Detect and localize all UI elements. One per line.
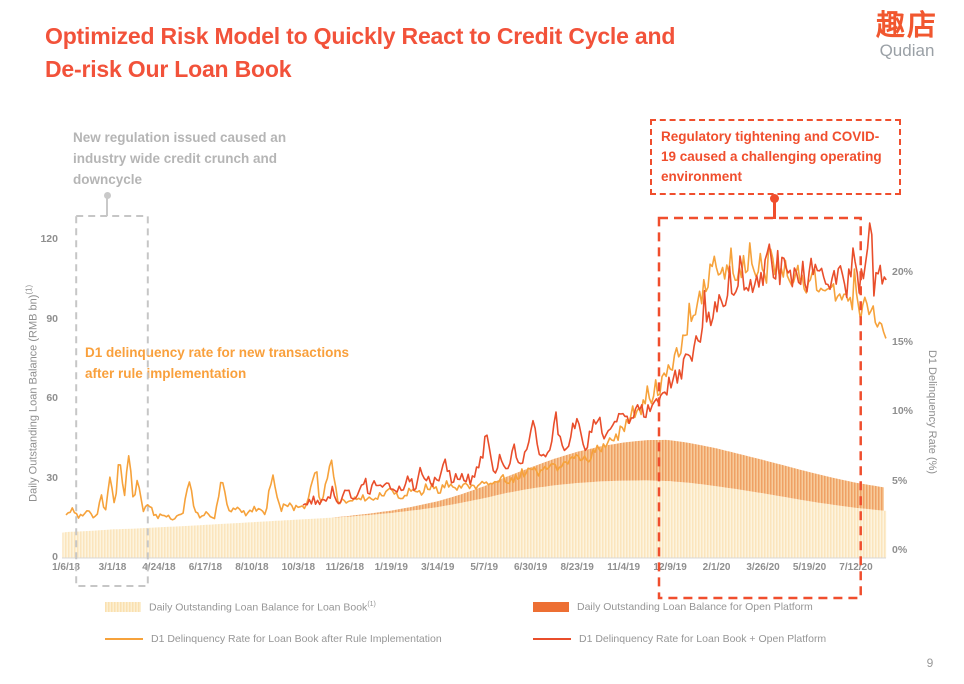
red-pin-stem [773, 201, 776, 219]
ytr-label: 20% [892, 266, 914, 278]
xt-label: 11/4/19 [607, 562, 641, 573]
gray-pin-icon [104, 192, 111, 199]
ytl-label: 0 [52, 551, 58, 563]
xt-label: 4/24/18 [142, 562, 176, 573]
xt-label: 3/1/18 [98, 562, 127, 573]
title-line-2: De-risk Our Loan Book [45, 56, 292, 82]
series-area-loan-book [62, 480, 887, 558]
legend-swatch-line-orange [105, 637, 143, 641]
xt-label: 10/3/18 [281, 562, 316, 573]
xt-label: 6/17/18 [188, 562, 223, 573]
ytl-label: 60 [46, 392, 58, 404]
legend-swatch-area-light [105, 602, 141, 612]
xt-label: 3/26/20 [746, 562, 780, 573]
legend-label: D1 Delinquency Rate for Loan Book + Open… [579, 633, 827, 645]
series-area-open-platform [330, 439, 884, 518]
annotation-covid-tightening: Regulatory tightening and COVID-19 cause… [650, 119, 901, 195]
ytr-label: 10% [892, 405, 914, 417]
legend-label: D1 Delinquency Rate for Loan Book after … [151, 633, 442, 645]
chart-plot [62, 215, 887, 600]
xt-label: 7/12/20 [839, 562, 873, 573]
xt-label: 1/6/18 [52, 562, 80, 573]
xt-label: 11/26/18 [325, 562, 364, 573]
series-line-d1-loan-book [65, 242, 887, 521]
xt-label: 12/9/19 [653, 562, 687, 573]
logo-latin-text: Qudian [879, 41, 935, 60]
xt-label: 8/23/19 [560, 562, 594, 573]
page-number: 9 [926, 656, 934, 670]
legend-label: Daily Outstanding Loan Balance for Loan … [149, 600, 376, 614]
gray-pin-stem [106, 198, 108, 216]
xt-label: 5/19/20 [792, 562, 827, 573]
annotation-regulation-crunch: New regulation issued caused an industry… [73, 130, 287, 187]
xt-label: 6/30/19 [514, 562, 548, 573]
xt-label: 5/7/19 [470, 562, 499, 573]
logo-cjk-text: 趣店 [875, 10, 938, 42]
red-dashed-box [657, 216, 862, 600]
xt-label: 3/14/19 [421, 562, 455, 573]
ytl-label: 120 [40, 233, 58, 245]
legend-swatch-line-red [533, 637, 571, 641]
legend-item-d1-combined: D1 Delinquency Rate for Loan Book + Open… [533, 632, 826, 646]
legend-swatch-area-dark [533, 602, 569, 612]
series-line-d1-combined [302, 222, 887, 506]
ytl-label: 90 [46, 312, 58, 325]
slide-title: Optimized Risk Model to Quickly React to… [45, 20, 825, 86]
ytr-label: 0% [892, 544, 908, 556]
legend-item-loan-book-balance: Daily Outstanding Loan Balance for Loan … [105, 600, 376, 614]
legend-label: Daily Outstanding Loan Balance for Open … [577, 601, 813, 613]
ytr-label: 5% [892, 474, 908, 487]
legend-item-d1-loan-book: D1 Delinquency Rate for Loan Book after … [105, 632, 442, 646]
ytl-label: 30 [46, 471, 58, 484]
xt-label: 2/1/20 [702, 562, 731, 573]
legend-item-open-platform-balance: Daily Outstanding Loan Balance for Open … [533, 600, 813, 614]
annotation-d1-new-transactions: D1 delinquency rate for new transactions… [85, 345, 350, 381]
xt-label: 1/19/19 [374, 562, 408, 573]
red-pin-icon [770, 194, 779, 203]
ytr-label: 15% [892, 335, 914, 348]
gray-dashed-box [75, 215, 149, 587]
xt-label: 8/10/18 [235, 562, 269, 573]
title-line-1: Optimized Risk Model to Quickly React to… [45, 23, 676, 49]
qudian-logo: 趣店 Qudian [876, 10, 938, 60]
